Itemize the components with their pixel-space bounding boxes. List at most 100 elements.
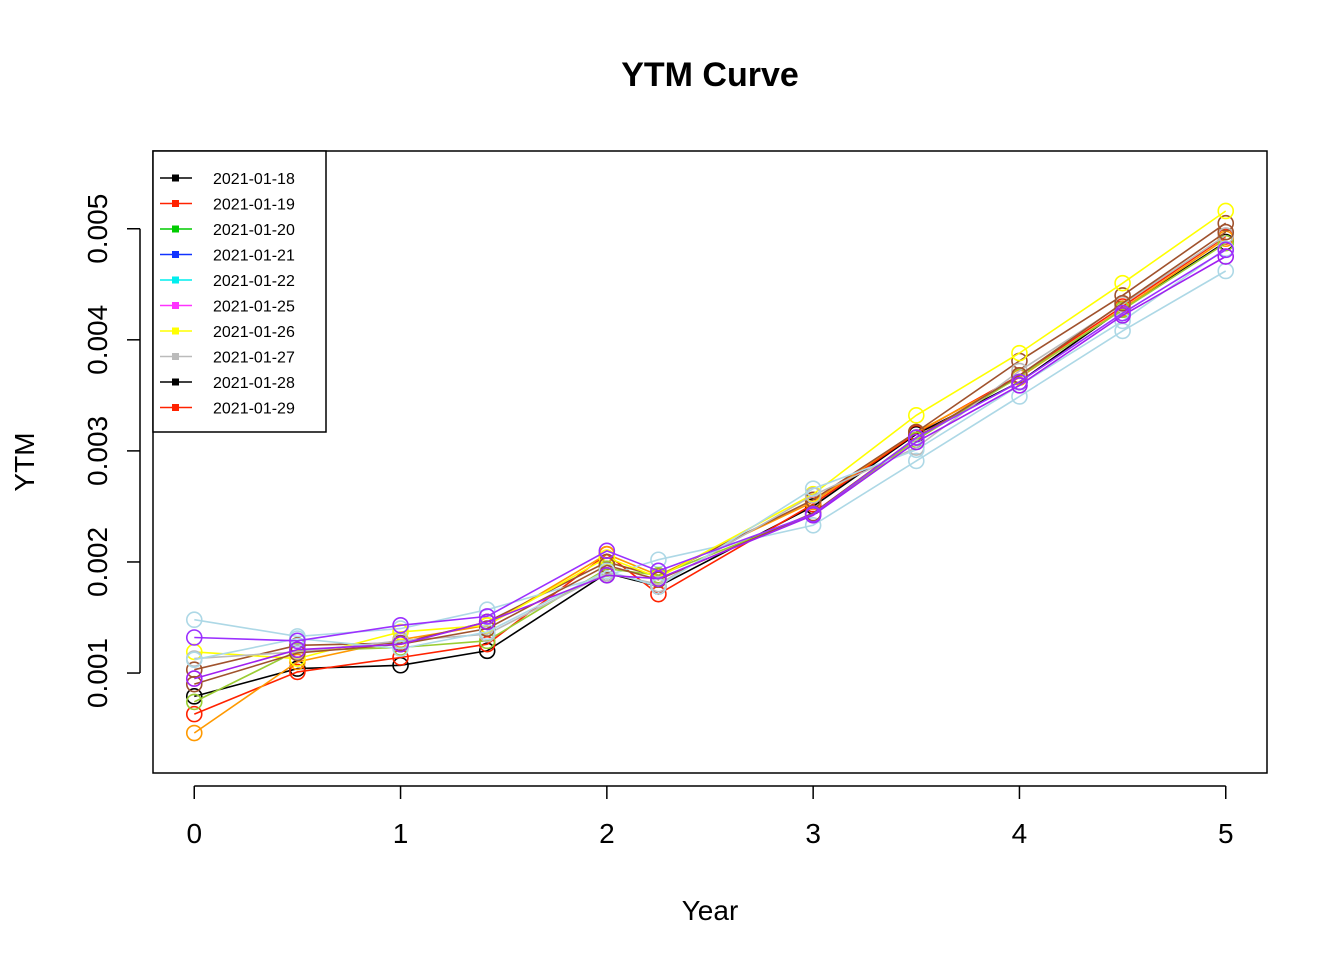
data-point — [1114, 304, 1131, 322]
series-line — [194, 248, 1227, 661]
x-axis: 0 1 2 3 4 5 — [186, 785, 1234, 849]
data-point — [1217, 214, 1235, 232]
legend-label: 2021-01-21 — [213, 248, 295, 265]
data-point — [185, 629, 203, 646]
legend-item: 2021-01-21 — [160, 248, 295, 265]
data-point — [598, 542, 616, 560]
data-point — [1011, 344, 1028, 362]
data-point — [392, 635, 409, 653]
legend-marker — [172, 251, 179, 258]
plot-frame — [152, 150, 1268, 774]
series-12 — [185, 241, 1235, 650]
legend-item: 2021-01-29 — [160, 401, 295, 418]
data-point — [804, 487, 822, 504]
data-point — [289, 632, 306, 650]
legend-label: 2021-01-20 — [213, 222, 295, 239]
data-point — [1114, 294, 1131, 312]
legend-marker — [172, 174, 179, 182]
data-point — [185, 688, 203, 705]
y-axis-label: YTM — [9, 432, 40, 491]
x-tick-label: 1 — [393, 818, 409, 849]
data-point — [289, 663, 306, 681]
x-tick-label: 0 — [186, 818, 202, 849]
series-line — [193, 238, 1227, 734]
legend-label: 2021-01-22 — [213, 273, 295, 290]
x-tick-label: 5 — [1218, 818, 1234, 849]
series-7 — [185, 202, 1235, 667]
series-line — [194, 231, 1227, 685]
data-point — [907, 433, 925, 451]
data-point — [289, 641, 306, 659]
legend-marker — [172, 378, 179, 386]
y-tick-label: 0.001 — [82, 638, 113, 708]
legend-item: 2021-01-28 — [160, 375, 295, 392]
series-line — [194, 234, 1227, 660]
x-axis-label: Year — [682, 895, 739, 926]
legend-item: 2021-01-20 — [160, 222, 295, 239]
series-line — [194, 249, 1227, 642]
data-point — [478, 608, 496, 625]
legend-item: 2021-01-27 — [160, 350, 295, 367]
y-axis: 0.001 0.002 0.003 0.004 0.005 — [82, 194, 141, 708]
data-point — [598, 566, 616, 584]
data-point — [185, 670, 203, 687]
series-line — [194, 210, 1227, 660]
series-layer — [185, 202, 1235, 742]
legend-box — [152, 150, 327, 433]
legend: 2021-01-18 2021-01-19 2021-01-20 2021-01-21… — [152, 150, 327, 433]
data-point — [1217, 202, 1235, 220]
data-point — [804, 505, 822, 523]
data-point — [1217, 248, 1235, 265]
series-4 — [185, 262, 1235, 645]
legend-marker — [172, 276, 179, 284]
data-point — [907, 452, 925, 470]
series-8 — [185, 227, 1235, 667]
data-point — [185, 705, 203, 723]
x-tick-label: 3 — [805, 818, 821, 849]
legend-marker — [172, 200, 179, 207]
data-point — [1217, 241, 1235, 259]
data-point — [392, 640, 409, 657]
data-point — [185, 611, 203, 629]
legend-item: 2021-01-26 — [160, 324, 295, 341]
legend-label: 2021-01-28 — [213, 375, 295, 392]
legend-marker — [172, 353, 179, 360]
legend-label: 2021-01-25 — [213, 299, 295, 316]
series-10 — [185, 240, 1235, 669]
data-point — [907, 429, 925, 446]
y-tick-label: 0.003 — [82, 416, 113, 486]
x-tick-label: 4 — [1012, 818, 1028, 849]
data-point — [1217, 262, 1235, 280]
data-point — [392, 616, 409, 634]
data-point — [185, 675, 203, 693]
series-3 — [185, 230, 1235, 742]
legend-label: 2021-01-18 — [213, 171, 295, 188]
chart-title: YTM Curve — [621, 56, 799, 94]
legend-item: 2021-01-25 — [160, 299, 295, 316]
data-point — [478, 613, 496, 631]
legend-label: 2021-01-26 — [213, 324, 295, 341]
legend-marker — [172, 404, 179, 411]
legend-item: 2021-01-18 — [160, 171, 295, 188]
legend-label: 2021-01-27 — [213, 350, 295, 367]
data-point — [1114, 274, 1131, 292]
y-tick-label: 0.005 — [82, 194, 113, 264]
series-line — [193, 235, 1227, 715]
series-line — [193, 242, 1227, 703]
series-5 — [185, 214, 1235, 679]
series-line — [194, 270, 1227, 638]
data-point — [185, 651, 203, 669]
series-line — [194, 255, 1227, 680]
series-line — [194, 222, 1227, 671]
legend-marker — [172, 225, 179, 233]
x-tick-label: 2 — [599, 818, 615, 849]
data-point — [1217, 223, 1235, 241]
legend-label: 2021-01-29 — [213, 401, 295, 418]
legend-marker — [172, 327, 179, 335]
data-point — [392, 623, 409, 641]
data-point — [650, 562, 667, 580]
data-point — [1011, 373, 1028, 391]
series-9 — [185, 223, 1235, 693]
series-line — [194, 241, 1227, 698]
